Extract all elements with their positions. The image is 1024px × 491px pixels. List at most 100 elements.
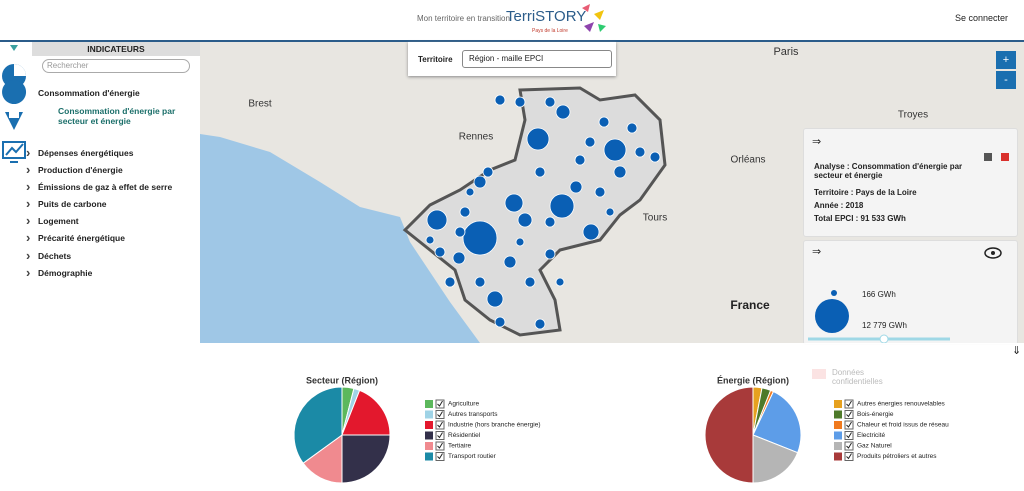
sidebar-item[interactable]: Démographie bbox=[26, 265, 92, 280]
legend-label: Gaz Naturel bbox=[857, 443, 892, 450]
legend-label: Agriculture bbox=[448, 401, 479, 408]
header: Mon territoire en transition TerriSTORY … bbox=[0, 0, 1024, 42]
pie-slice bbox=[752, 434, 799, 484]
bubble bbox=[626, 122, 638, 134]
bubble bbox=[454, 226, 466, 238]
legend-swatch bbox=[834, 442, 842, 450]
legend-checkbox[interactable] bbox=[435, 410, 445, 419]
bubble bbox=[649, 151, 661, 163]
legend-swatch bbox=[425, 421, 433, 429]
bubble bbox=[473, 175, 487, 189]
sidebar-item[interactable]: Émissions de gaz à effet de serre bbox=[26, 179, 172, 194]
legend-swatch bbox=[425, 431, 433, 440]
sidebar-item[interactable]: Production d'énergie bbox=[26, 162, 123, 177]
sidebar-item[interactable]: Déchets bbox=[26, 248, 71, 263]
collapse-arrow[interactable]: ⇓ bbox=[1012, 345, 1022, 357]
legend-checkbox[interactable] bbox=[435, 420, 445, 430]
bubble bbox=[482, 166, 494, 178]
sidebar-heading: INDICATEURS bbox=[32, 42, 200, 56]
legend-checkbox[interactable] bbox=[844, 441, 854, 451]
pie-charts: Secteur (Région) Agriculture Autres transp… bbox=[293, 375, 949, 484]
legend-label: Industrie (hors branche énergie) bbox=[448, 422, 541, 429]
sidebar-item[interactable]: Puits de carbone bbox=[26, 196, 106, 211]
brand[interactable]: TerriSTORY bbox=[506, 8, 587, 25]
zoom-in[interactable]: + bbox=[996, 51, 1016, 69]
confidential-label: Données confidentielles bbox=[832, 368, 883, 386]
bubble bbox=[526, 127, 550, 151]
bubble bbox=[574, 154, 586, 166]
bubble bbox=[465, 187, 475, 197]
legend-checkbox[interactable] bbox=[844, 431, 854, 440]
legend-label: Autres énergies renouvelables bbox=[857, 401, 946, 408]
sidebar-item[interactable]: Précarité énergétique bbox=[26, 230, 125, 245]
legend-label: Résidentiel bbox=[448, 432, 481, 439]
logo bbox=[582, 4, 606, 32]
legend-checkbox[interactable] bbox=[435, 399, 445, 409]
brand-region: Pays de la Loire bbox=[532, 28, 568, 34]
legend-check bbox=[846, 432, 852, 439]
bubble bbox=[534, 166, 546, 178]
legend-checkbox[interactable] bbox=[844, 410, 854, 419]
legend-checkbox[interactable] bbox=[844, 399, 854, 409]
arrow[interactable]: ⇒ bbox=[812, 246, 822, 258]
bubble bbox=[634, 146, 646, 158]
legend-swatch bbox=[425, 410, 433, 419]
bubble bbox=[584, 136, 596, 148]
legend-label: Produits pétroliers et autres bbox=[857, 453, 937, 460]
legend-swatch bbox=[834, 421, 842, 429]
legend-checkbox[interactable] bbox=[435, 431, 445, 440]
legend-label: Electricité bbox=[857, 432, 886, 439]
pie-slice bbox=[752, 390, 802, 454]
legend-checkbox[interactable] bbox=[844, 452, 854, 461]
bubble bbox=[594, 186, 606, 198]
bubble bbox=[603, 138, 627, 162]
bubble bbox=[555, 104, 571, 120]
legend-swatch bbox=[834, 400, 842, 408]
sub-item[interactable]: Consommation d'énergie par secteur et én… bbox=[58, 106, 176, 126]
place-label: Paris bbox=[773, 46, 799, 58]
zoom-out[interactable]: - bbox=[996, 71, 1016, 89]
bubble bbox=[544, 216, 556, 228]
bubble bbox=[462, 220, 498, 256]
bubble bbox=[426, 209, 448, 231]
arrow[interactable]: ⇒ bbox=[812, 136, 822, 148]
bubble bbox=[605, 207, 615, 217]
bubble bbox=[425, 235, 435, 245]
legend-swatch bbox=[834, 431, 842, 440]
bubble bbox=[474, 276, 486, 288]
login[interactable]: Se connecter bbox=[955, 13, 1009, 23]
legend-swatch bbox=[834, 452, 842, 461]
pie-title: Énergie (Région) bbox=[717, 375, 789, 385]
legend-checkbox[interactable] bbox=[435, 441, 445, 451]
legend-check bbox=[846, 411, 852, 418]
bubble bbox=[544, 96, 556, 108]
search[interactable]: Rechercher bbox=[42, 59, 190, 73]
bubble bbox=[582, 223, 600, 241]
total: Total EPCI : 91 533 GWh bbox=[814, 214, 906, 223]
legend-swatch bbox=[834, 410, 842, 419]
sidebar-item[interactable]: Dépenses énergétiques bbox=[26, 145, 133, 160]
charts-panel: Données confidentielles ⇓ Secteur (Régio… bbox=[200, 343, 1024, 491]
sidebar-item[interactable]: Logement bbox=[26, 213, 79, 228]
legend-checkbox[interactable] bbox=[844, 420, 854, 430]
info-panel: ⇒ Analyse : Consommation d'énergie par s… bbox=[803, 128, 1018, 237]
legend-max: 12 779 GWh bbox=[862, 321, 907, 330]
legend-check bbox=[846, 421, 852, 428]
legend-label: Tertiaire bbox=[448, 443, 472, 450]
bubble bbox=[515, 237, 525, 247]
legend-check bbox=[437, 400, 443, 407]
place-label: Brest bbox=[248, 99, 272, 110]
analysis: Analyse : Consommation d'énergie par sec… bbox=[814, 162, 963, 180]
save-icon[interactable] bbox=[984, 153, 992, 161]
legend-checkbox[interactable] bbox=[435, 452, 445, 461]
legend-swatch bbox=[425, 442, 433, 450]
bubble bbox=[569, 180, 583, 194]
territory-select[interactable]: Région - maille EPCI bbox=[462, 50, 612, 68]
bubble bbox=[514, 96, 526, 108]
help-icon[interactable] bbox=[1001, 153, 1009, 161]
open-item[interactable]: Consommation d'énergie bbox=[38, 88, 140, 98]
legend-min: 166 GWh bbox=[862, 290, 896, 299]
legend-symbols bbox=[808, 247, 1002, 344]
bubble bbox=[452, 251, 466, 265]
